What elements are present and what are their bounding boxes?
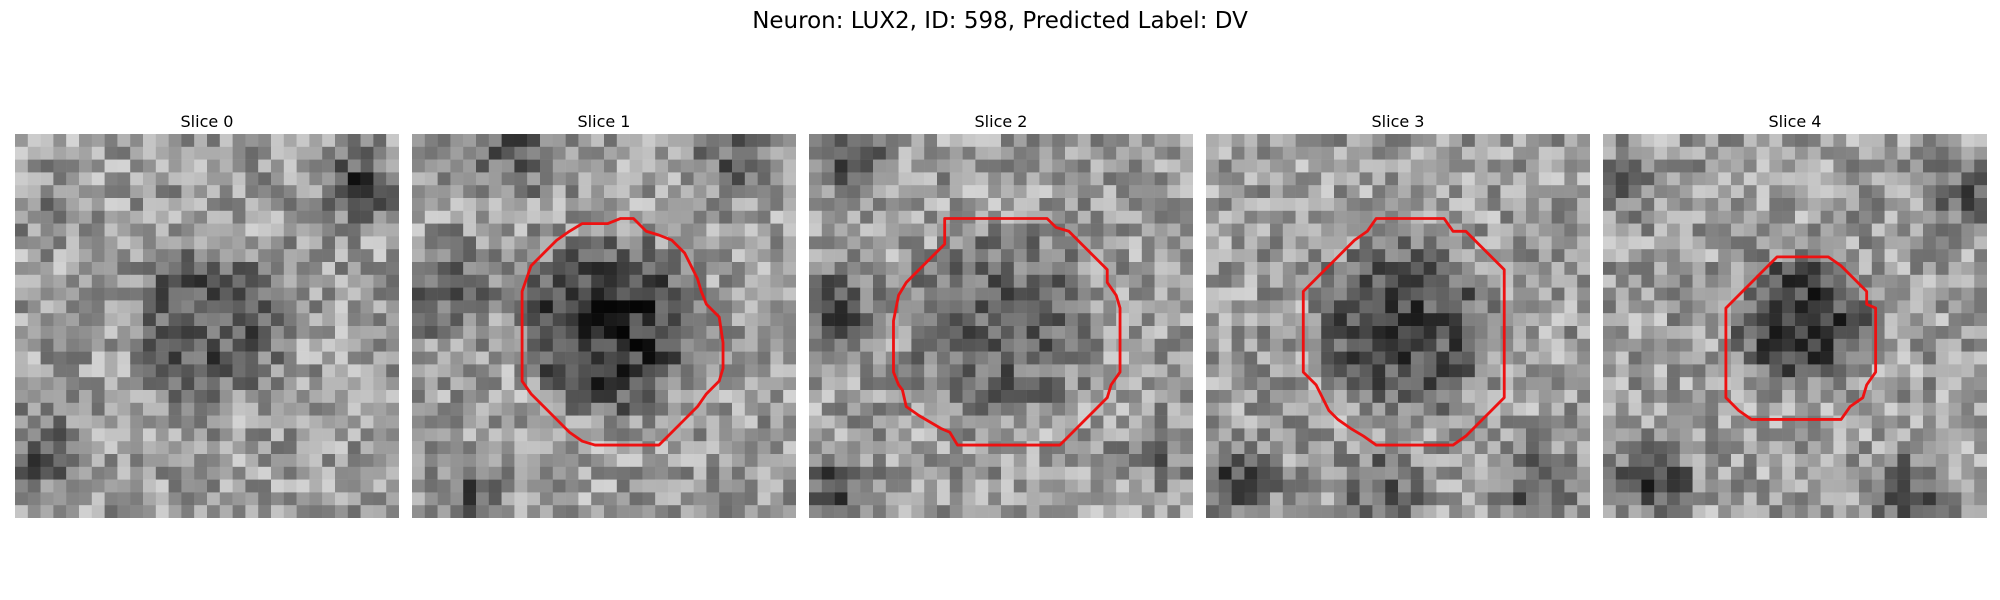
slice-image-2 xyxy=(809,134,1193,518)
slice-panel-3: Slice 3 xyxy=(1206,110,1590,518)
slice-panel-1: Slice 1 xyxy=(412,110,796,518)
slice-image-1 xyxy=(412,134,796,518)
slice-panel-0: Slice 0 xyxy=(15,110,399,518)
roi-contour xyxy=(1724,255,1878,421)
roi-contour xyxy=(892,217,1122,447)
slice-image-0 xyxy=(15,134,399,518)
slice-title: Slice 4 xyxy=(1768,112,1822,131)
figure-title: Neuron: LUX2, ID: 598, Predicted Label: … xyxy=(752,8,1248,34)
roi-contour xyxy=(1301,217,1506,447)
slice-title: Slice 1 xyxy=(577,112,631,131)
slice-title: Slice 0 xyxy=(180,112,234,131)
slice-title: Slice 3 xyxy=(1371,112,1425,131)
slice-panel-2: Slice 2 xyxy=(809,110,1193,518)
slice-panel-4: Slice 4 xyxy=(1603,110,1987,518)
slice-title: Slice 2 xyxy=(974,112,1028,131)
roi-contour xyxy=(520,217,725,447)
slice-image-3 xyxy=(1206,134,1590,518)
slice-image-4 xyxy=(1603,134,1987,518)
